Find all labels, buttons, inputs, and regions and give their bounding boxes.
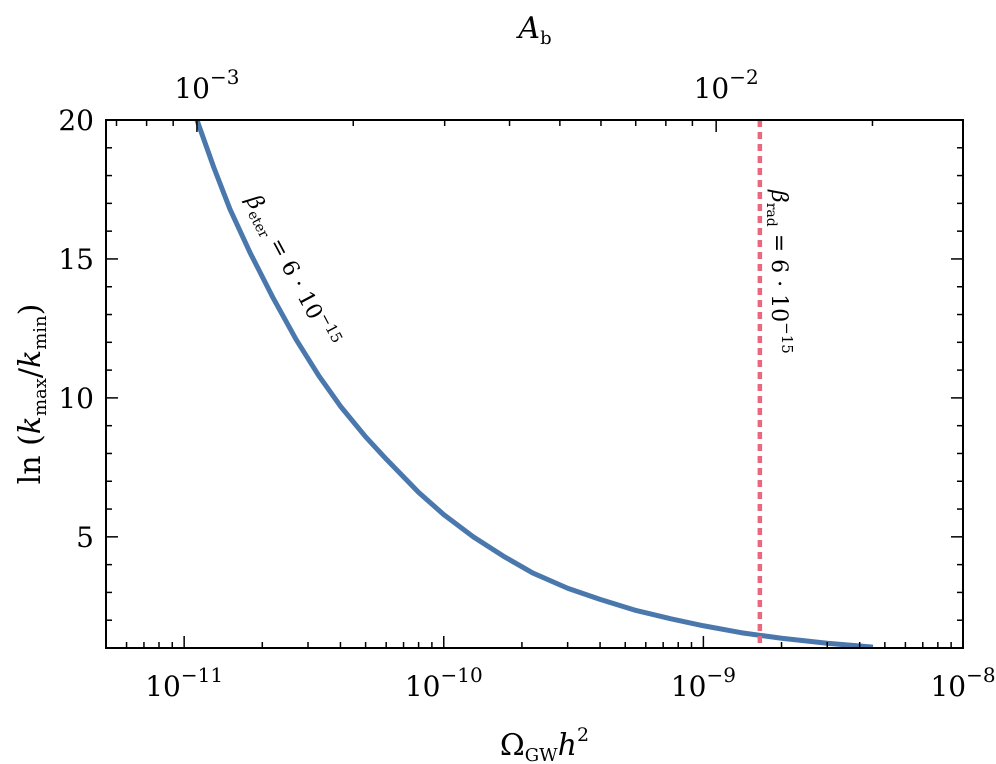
y-tick-label: 5 xyxy=(76,521,94,554)
y-axis-title: ln (kmax/kmin) xyxy=(13,304,51,485)
x-tick-label: 10−8 xyxy=(930,663,995,703)
plot-frame xyxy=(105,119,964,649)
x-tick-label: 10−9 xyxy=(671,663,736,703)
x-axis-title: ΩGWh2 xyxy=(500,724,589,764)
vline-annotation: βrad = 6 · 10−15 xyxy=(763,189,796,354)
x-tick-label: 10−11 xyxy=(145,663,223,703)
series-curve-line xyxy=(194,120,874,648)
y-tick-label: 15 xyxy=(58,243,94,276)
top-tick-label: 10−2 xyxy=(694,65,759,105)
y-tick-label: 10 xyxy=(58,382,94,415)
x-tick-label: 10−10 xyxy=(405,663,483,703)
y-tick-label: 20 xyxy=(58,104,94,137)
top-axis-title: Ab xyxy=(515,11,551,49)
top-tick-label: 10−3 xyxy=(174,65,239,105)
